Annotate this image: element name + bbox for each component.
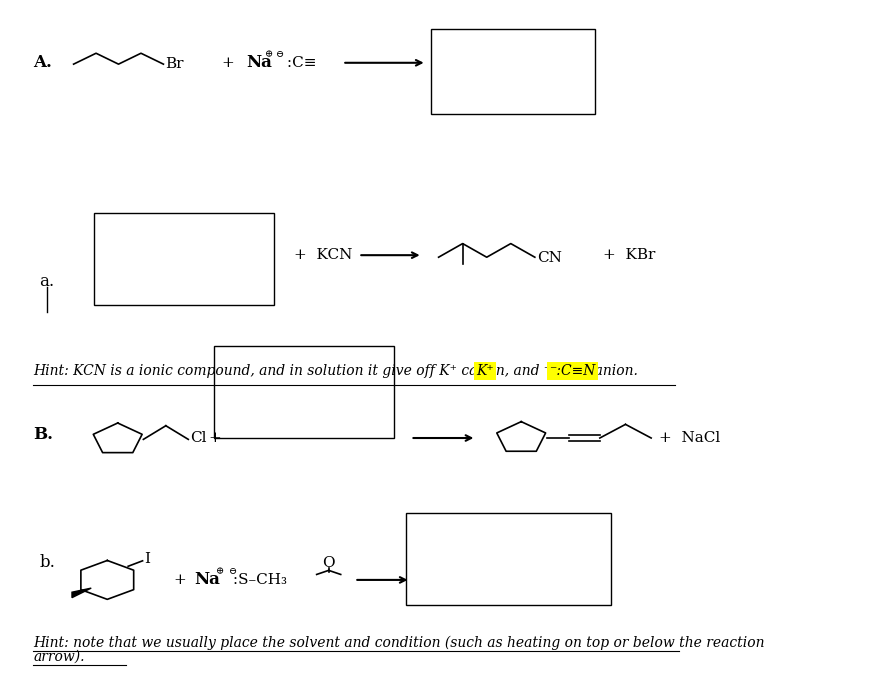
Text: ⊖: ⊖ <box>276 50 284 59</box>
Text: a.: a. <box>39 273 55 290</box>
Text: +  KCN: + KCN <box>294 248 352 262</box>
Text: I: I <box>144 552 150 566</box>
Text: Na: Na <box>246 54 272 71</box>
Text: b.: b. <box>39 554 55 571</box>
Text: ⁻:C≡N: ⁻:C≡N <box>549 364 596 378</box>
Text: +  NaCl: + NaCl <box>659 431 721 445</box>
Bar <box>93 213 274 305</box>
Text: B.: B. <box>33 426 54 443</box>
Text: K⁺: K⁺ <box>477 364 494 378</box>
Text: +: + <box>221 55 234 70</box>
Text: CN: CN <box>537 251 562 265</box>
Text: Hint: KCN is a ionic compound, and in solution it give off K⁺ cation, and ⁻:C≡N : Hint: KCN is a ionic compound, and in so… <box>33 364 639 378</box>
Text: arrow).: arrow). <box>33 649 85 663</box>
Text: ⊕: ⊕ <box>217 567 225 576</box>
Text: :C≡: :C≡ <box>282 55 316 70</box>
Bar <box>431 29 595 114</box>
Text: :S–CH₃: :S–CH₃ <box>228 573 287 587</box>
Bar <box>406 513 611 605</box>
Text: A.: A. <box>33 54 52 71</box>
Text: Hint: note that we usually place the solvent and condition (such as heating on t: Hint: note that we usually place the sol… <box>33 636 765 650</box>
Bar <box>214 346 395 438</box>
Text: Na: Na <box>194 571 219 588</box>
Text: O: O <box>322 556 335 570</box>
Text: +  KBr: + KBr <box>603 248 655 262</box>
Text: +: + <box>174 573 187 587</box>
Polygon shape <box>72 588 92 597</box>
Text: Br: Br <box>165 57 183 71</box>
Text: +: + <box>208 431 221 445</box>
Text: ⊕: ⊕ <box>264 50 272 59</box>
Text: Cl: Cl <box>190 431 206 445</box>
Text: ⊖: ⊖ <box>229 567 237 576</box>
